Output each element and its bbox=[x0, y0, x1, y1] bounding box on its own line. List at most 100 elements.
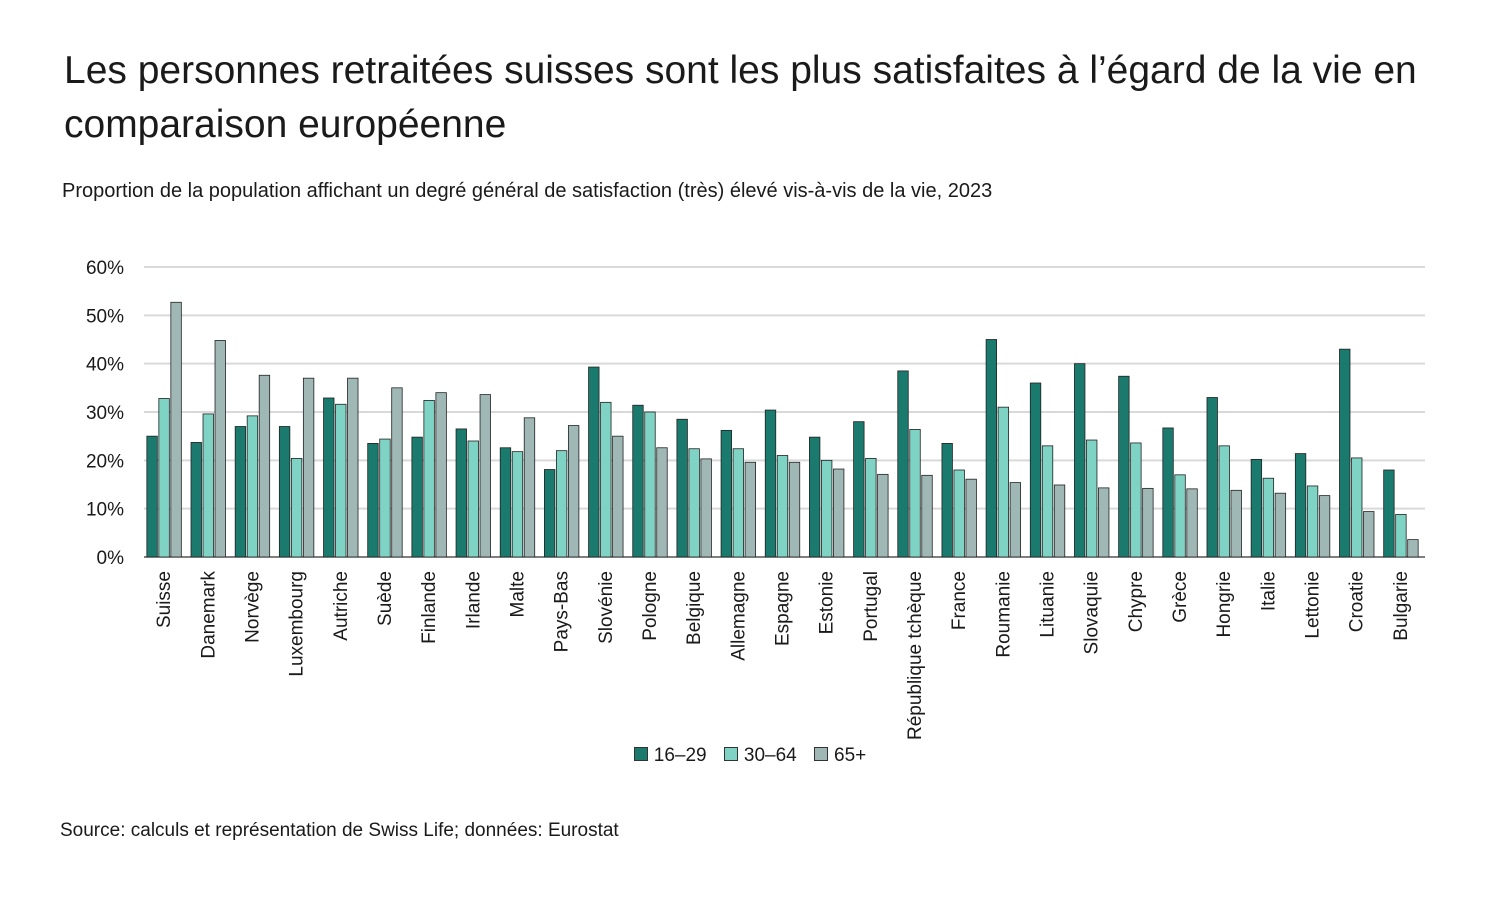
bar-30-64 bbox=[600, 401, 612, 558]
bar-65plus bbox=[347, 377, 359, 558]
bar-16-29 bbox=[190, 442, 202, 558]
y-tick-label: 10% bbox=[86, 500, 124, 521]
bar-30-64 bbox=[688, 448, 700, 558]
bar-65plus bbox=[965, 478, 977, 558]
labels-layer: 0% 10% 20% 30% 40% 50% 60% Suisse Danemark Norvèg… bbox=[86, 258, 1412, 740]
bar-30-64 bbox=[1130, 442, 1142, 558]
bar-65plus bbox=[1274, 492, 1287, 558]
bar-65plus bbox=[170, 301, 182, 558]
bar-30-64 bbox=[1351, 457, 1363, 558]
bar-65plus bbox=[1142, 487, 1154, 558]
bar-30-64 bbox=[953, 469, 965, 558]
bar-30-64 bbox=[776, 455, 789, 558]
bar-16-29 bbox=[1206, 397, 1218, 558]
bar-16-29 bbox=[1250, 458, 1263, 558]
legend-swatch-65plus bbox=[814, 746, 828, 761]
bar-30-64 bbox=[467, 440, 479, 558]
legend-item-30-64: 30–64 bbox=[723, 745, 797, 767]
bar-30-64 bbox=[997, 406, 1010, 558]
y-tick-label: 40% bbox=[86, 355, 124, 376]
x-tick-label: Pologne bbox=[640, 571, 661, 641]
x-tick-label: Roumanie bbox=[993, 571, 1014, 658]
bar-30-64 bbox=[1174, 474, 1186, 558]
bar-16-29 bbox=[455, 428, 467, 558]
legend-label-16-29: 16–29 bbox=[653, 745, 707, 766]
bar-65plus bbox=[788, 461, 801, 558]
bars-layer bbox=[146, 301, 1419, 558]
bar-30-64 bbox=[290, 457, 303, 558]
x-tick-label: Italie bbox=[1258, 571, 1279, 611]
y-tick-label: 30% bbox=[86, 403, 124, 424]
x-tick-label: Irlande bbox=[463, 571, 484, 629]
bar-16-29 bbox=[543, 469, 556, 558]
bar-65plus bbox=[744, 461, 756, 558]
bar-30-64 bbox=[865, 457, 877, 558]
bar-65plus bbox=[258, 374, 271, 558]
legend-label-30-64: 30–64 bbox=[743, 745, 797, 766]
bar-65plus bbox=[921, 474, 933, 558]
bar-30-64 bbox=[335, 403, 347, 558]
bar-16-29 bbox=[1118, 375, 1130, 558]
legend-swatch-16-29 bbox=[633, 746, 648, 761]
bar-65plus bbox=[1186, 488, 1198, 558]
x-tick-label: Chypre bbox=[1126, 571, 1147, 632]
bar-16-29 bbox=[588, 366, 600, 558]
x-tick-label: Lettonie bbox=[1303, 571, 1324, 639]
bar-30-64 bbox=[821, 459, 833, 558]
bar-65plus bbox=[1363, 511, 1375, 558]
bar-16-29 bbox=[809, 436, 821, 558]
bar-65plus bbox=[877, 473, 889, 558]
x-tick-label: Norvège bbox=[242, 571, 263, 643]
bar-16-29 bbox=[1029, 382, 1042, 558]
bar-30-64 bbox=[1086, 439, 1098, 558]
chart-legend: 16–29 30–64 65+ bbox=[0, 745, 1500, 767]
bar-16-29 bbox=[499, 447, 512, 558]
x-tick-label: Portugal bbox=[861, 571, 882, 642]
bar-65plus bbox=[700, 458, 712, 558]
chart-subtitle: Proportion de la population affichant un… bbox=[62, 180, 993, 202]
x-tick-label: Luxembourg bbox=[287, 571, 308, 677]
x-tick-label: Suède bbox=[375, 571, 396, 626]
bar-16-29 bbox=[897, 370, 909, 558]
x-tick-label: France bbox=[949, 571, 970, 630]
x-tick-label: Lituanie bbox=[1038, 571, 1059, 638]
bar-16-29 bbox=[676, 418, 688, 558]
x-tick-label: Suisse bbox=[154, 571, 175, 628]
x-tick-label: Pays-Bas bbox=[552, 571, 573, 652]
x-tick-label: Malte bbox=[507, 571, 528, 617]
legend-swatch-30-64 bbox=[723, 746, 738, 761]
bar-16-29 bbox=[411, 436, 423, 558]
x-tick-label: Belgique bbox=[684, 571, 705, 645]
bar-16-29 bbox=[985, 339, 998, 558]
legend-label-65plus: 65+ bbox=[834, 745, 867, 766]
bar-16-29 bbox=[941, 443, 953, 558]
bar-16-29 bbox=[764, 409, 777, 558]
source-note: Source: calculs et représentation de Swi… bbox=[60, 820, 619, 841]
bar-16-29 bbox=[1074, 363, 1086, 558]
bar-65plus bbox=[656, 447, 668, 558]
y-tick-label: 50% bbox=[86, 306, 124, 327]
bar-65plus bbox=[1009, 482, 1022, 558]
bar-65plus bbox=[302, 377, 315, 558]
x-tick-label: Estonie bbox=[817, 571, 838, 634]
bar-16-29 bbox=[1383, 469, 1395, 558]
x-tick-label: Allemagne bbox=[728, 571, 749, 661]
x-tick-label: Slovaquie bbox=[1082, 571, 1103, 654]
bar-16-29 bbox=[1162, 427, 1174, 558]
bar-16-29 bbox=[1294, 453, 1307, 558]
bar-16-29 bbox=[234, 426, 247, 558]
bar-30-64 bbox=[732, 448, 744, 558]
bar-16-29 bbox=[323, 397, 335, 558]
bar-30-64 bbox=[511, 451, 524, 558]
bar-30-64 bbox=[423, 399, 435, 558]
bar-65plus bbox=[1407, 539, 1419, 558]
x-tick-label: Bulgarie bbox=[1391, 571, 1412, 641]
bar-30-64 bbox=[379, 438, 391, 558]
bar-30-64 bbox=[644, 411, 656, 558]
legend-item-65plus: 65+ bbox=[814, 745, 866, 767]
bar-16-29 bbox=[853, 421, 865, 558]
x-tick-label: République tchèque bbox=[905, 571, 926, 740]
bar-chart: 0% 10% 20% 30% 40% 50% 60% Suisse Danemark Norvèg… bbox=[86, 258, 1425, 740]
bar-30-64 bbox=[1395, 514, 1407, 558]
x-tick-label: Danemark bbox=[198, 571, 219, 659]
